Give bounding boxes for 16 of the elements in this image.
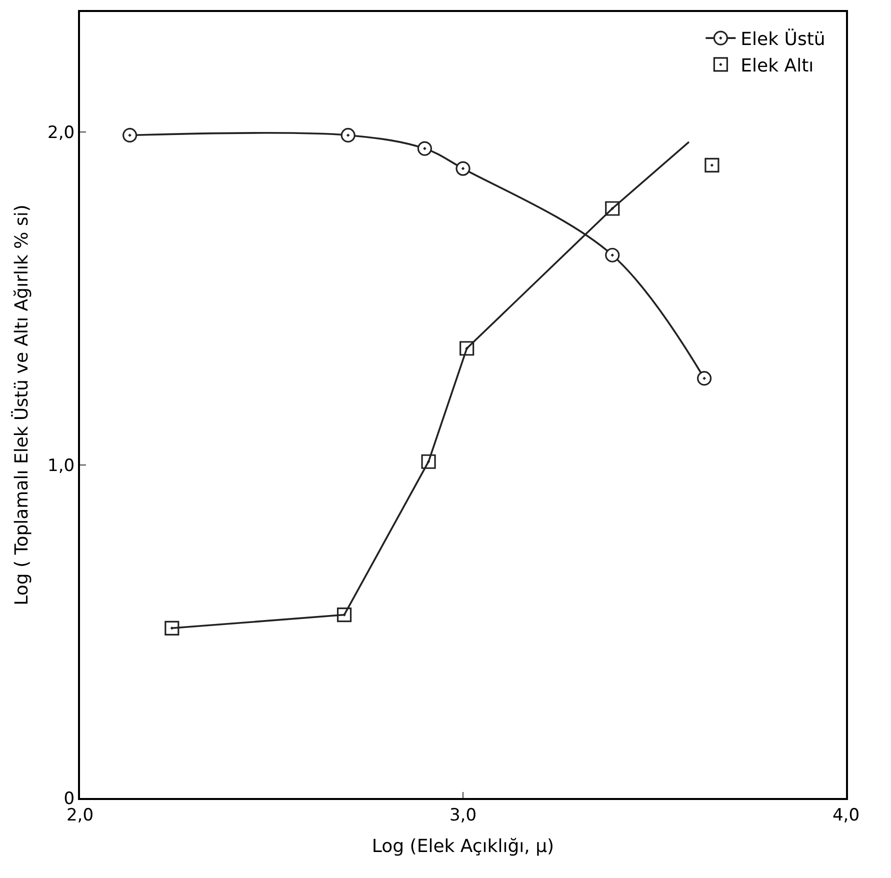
point — [696, 371, 712, 386]
point — [340, 128, 356, 143]
legend-label: Elek Altı — [740, 55, 814, 76]
point — [456, 161, 470, 176]
point — [605, 248, 620, 262]
x-tick-label: 3,0 — [449, 805, 477, 826]
legend-label: Elek Üstü — [740, 28, 826, 50]
point — [704, 158, 720, 172]
point — [164, 620, 180, 636]
y-tick-label: 1,0 — [48, 456, 75, 476]
x-tick-label: 4,0 — [832, 805, 860, 826]
x-axis-title: Log (Elek Açıklığı, μ) — [372, 836, 554, 857]
y-tick-label: 2,0 — [48, 122, 75, 143]
y-axis-title: Log ( Toplamalı Elek Üstü ve Altı Ağırlık % si) — [10, 204, 32, 606]
point — [417, 141, 432, 156]
point — [122, 128, 138, 143]
